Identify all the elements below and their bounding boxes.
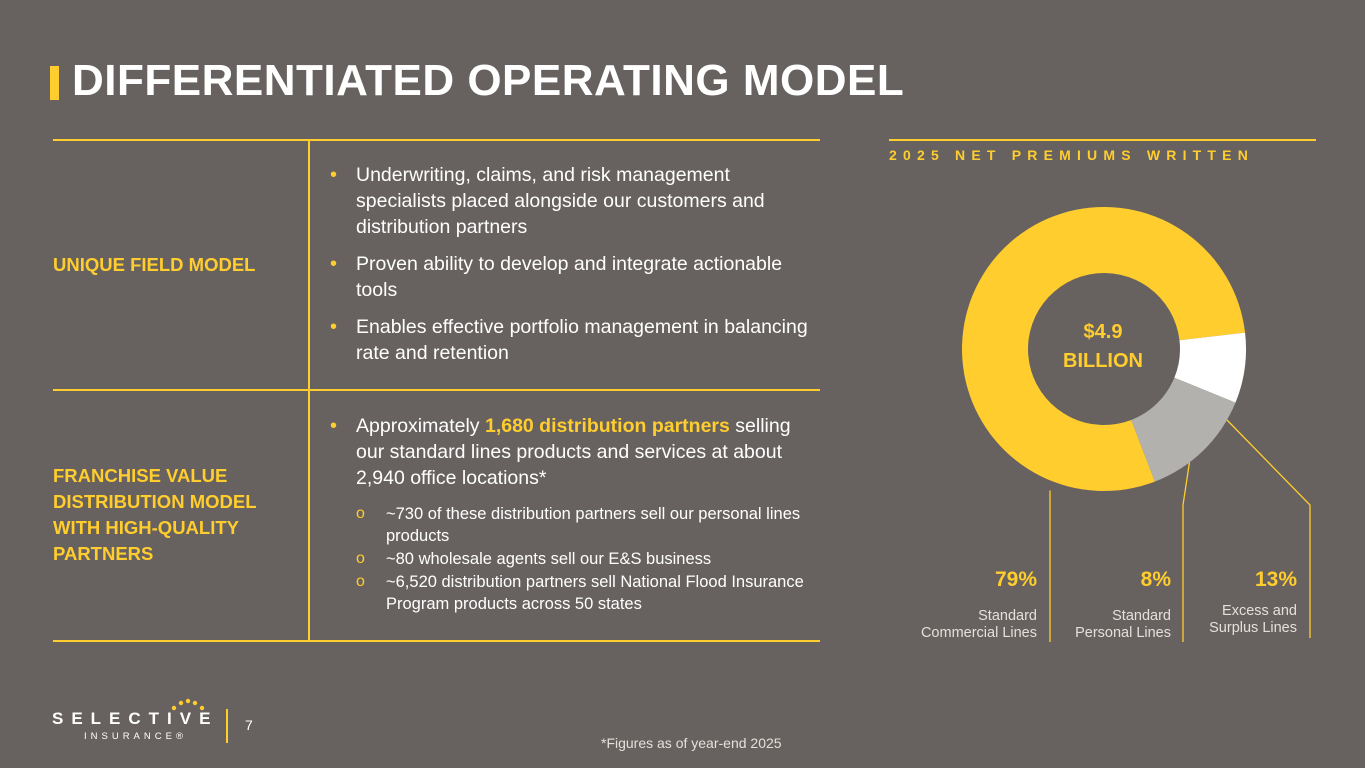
table-column-divider — [308, 139, 310, 641]
slice-name-label: Standard Commercial Lines — [887, 608, 1037, 642]
bullet-item: • Enables effective portfolio management… — [330, 314, 820, 366]
donut-slice-standard-commercial-lines — [961, 206, 1246, 491]
slice-name-line: Personal Lines — [1075, 625, 1171, 641]
slice-name-line: Surplus Lines — [1209, 620, 1297, 636]
slice-name-line: Standard — [978, 608, 1037, 624]
page-number: 7 — [245, 717, 253, 733]
center-value: $4.9 — [1083, 321, 1123, 343]
bullet-item: • Underwriting, claims, and risk managem… — [330, 162, 820, 240]
bullet-prefix: Approximately — [356, 415, 485, 437]
table-bottom-divider — [53, 640, 820, 642]
slice-name-label: Excess and Surplus Lines — [1167, 603, 1297, 637]
bullet-item: • Proven ability to develop and integrat… — [330, 251, 820, 303]
slice-percent-label: 79% — [994, 568, 1037, 591]
row-2-bullets: • Approximately 1,680 distribution partn… — [330, 413, 820, 616]
chart-title: 2025 NET PREMIUMS WRITTEN — [889, 147, 1255, 163]
hollow-circle-icon: o — [356, 505, 365, 522]
row-label-franchise-value: FRANCHISE VALUE DISTRIBUTION MODEL WITH … — [53, 465, 257, 564]
donut-slice-standard-personal-lines — [1174, 332, 1246, 403]
slice-percent-label: 8% — [1140, 568, 1171, 591]
bullet-dot-icon: • — [330, 316, 338, 338]
bullet-highlight: 1,680 distribution partners — [484, 415, 730, 437]
bullet-text: Enables effective portfolio management i… — [356, 316, 808, 364]
slice-name-line: Excess and — [1222, 603, 1297, 619]
bullet-suffix: selling our standard lines products and … — [356, 415, 791, 489]
sub-bullet-text: ~80 wholesale agents sell our E&S busine… — [386, 550, 712, 568]
sub-bullet-item: o ~80 wholesale agents sell our E&S busi… — [330, 548, 820, 570]
page-title: DIFFERENTIATED OPERATING MODEL — [72, 56, 905, 105]
logo-subtitle: INSURANCE® — [84, 731, 187, 742]
donut-slice-excess-and-surplus-lines — [1131, 377, 1236, 482]
slice-name-label: Standard Personal Lines — [1041, 608, 1171, 642]
leader-line — [1226, 419, 1311, 638]
hollow-circle-icon: o — [356, 573, 365, 590]
bullet-dot-icon: • — [330, 415, 338, 437]
row-1-bullets: • Underwriting, claims, and risk managem… — [330, 162, 820, 377]
sub-bullet-item: o ~6,520 distribution partners sell Nati… — [330, 571, 820, 615]
table-top-divider — [53, 139, 820, 141]
logo-wordmark: SELECTIVE — [52, 709, 219, 728]
bullet-dot-icon: • — [330, 164, 338, 186]
row-label-unique-field-model: UNIQUE FIELD MODEL — [53, 254, 256, 275]
donut-center-label: $4.9 BILLION — [1048, 318, 1158, 376]
leader-line — [1182, 462, 1191, 642]
footnote: *Figures as of year-end 2025 — [601, 735, 782, 751]
chart-top-divider — [889, 139, 1316, 141]
sub-bullet-item: o ~730 of these distribution partners se… — [330, 503, 820, 547]
slice-percent-label: 13% — [1254, 568, 1297, 591]
sub-bullet-text: ~730 of these distribution partners sell… — [386, 505, 801, 545]
table-middle-divider — [53, 389, 820, 391]
bullet-text: Underwriting, claims, and risk managemen… — [356, 164, 765, 238]
center-unit: BILLION — [1063, 350, 1143, 372]
bullet-dot-icon: • — [330, 253, 338, 275]
slice-name-line: Commercial Lines — [920, 625, 1037, 641]
hollow-circle-icon: o — [356, 550, 365, 567]
bullet-item: • Approximately 1,680 distribution partn… — [330, 413, 820, 491]
title-accent-bar — [50, 66, 59, 100]
sub-bullet-text: ~6,520 distribution partners sell Nation… — [386, 573, 804, 613]
logo-dots-icon — [171, 698, 205, 711]
slice-name-line: Standard — [1112, 608, 1171, 624]
footer-separator — [226, 709, 228, 743]
bullet-text: Proven ability to develop and integrate … — [356, 253, 783, 301]
